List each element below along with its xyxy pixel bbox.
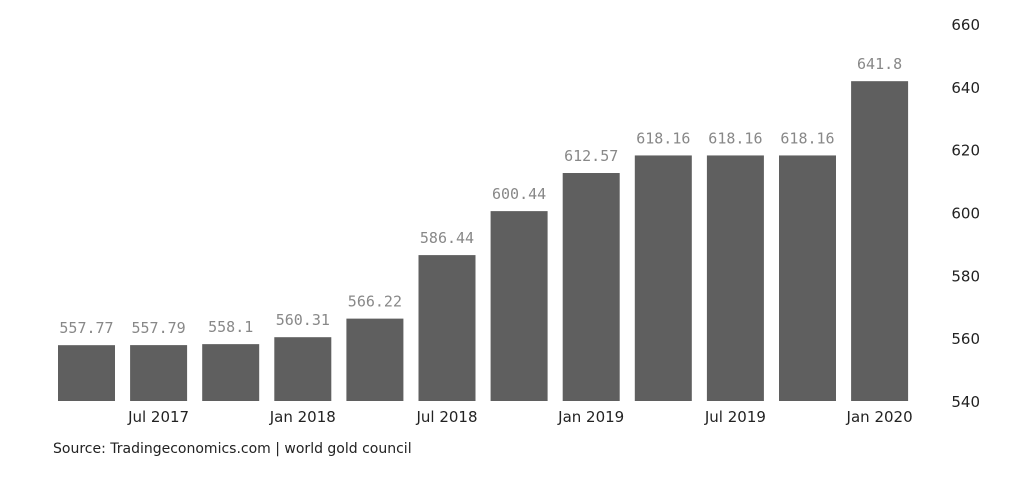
bar-value-label: 560.31: [276, 311, 330, 329]
bar-1: [58, 345, 115, 401]
bar-10: [706, 155, 764, 401]
bar-value-label: 558.1: [208, 318, 253, 336]
x-tick-label: Jul 2017: [127, 408, 189, 426]
bar-9: [634, 155, 692, 401]
y-tick-label: 540: [951, 393, 980, 411]
bars-group: [58, 81, 909, 401]
bar-value-label: 641.8: [857, 55, 902, 73]
x-axis: Jul 2017 Jan 2018 Jul 2018 Jan 2019 Jul 2019…: [127, 408, 913, 426]
bar-value-label: 612.57: [564, 147, 618, 165]
bar-2: [130, 345, 188, 401]
bar-12: [851, 81, 909, 401]
bar-value-label: 600.44: [492, 185, 546, 203]
bar-4: [274, 337, 332, 401]
bar-8: [562, 173, 620, 401]
bar-value-label: 618.16: [636, 129, 690, 147]
x-tick-label: Jan 2019: [557, 408, 624, 426]
bar-value-label: 557.77: [59, 319, 113, 337]
bar-value-label: 557.79: [132, 319, 186, 337]
bar-value-label: 618.16: [780, 129, 834, 147]
bar-5: [346, 318, 404, 401]
y-tick-label: 560: [951, 330, 980, 348]
y-tick-label: 620: [951, 142, 980, 160]
bar-3: [202, 344, 260, 401]
bar-11: [779, 155, 836, 401]
x-tick-label: Jul 2018: [415, 408, 477, 426]
x-tick-label: Jan 2018: [269, 408, 336, 426]
bar-value-label: 618.16: [708, 129, 762, 147]
x-tick-label: Jul 2019: [704, 408, 766, 426]
y-tick-label: 600: [951, 205, 980, 223]
bar-7: [490, 211, 548, 401]
bar-labels-group: 557.77 557.79 558.1 560.31 566.22 586.44 600.4…: [59, 55, 902, 337]
bar-value-label: 566.22: [348, 293, 402, 311]
y-axis: 540 560 580 600 620 640 660: [951, 16, 980, 411]
x-tick-label: Jan 2020: [846, 408, 913, 426]
y-tick-label: 640: [951, 79, 980, 97]
source-note: Source: Tradingeconomics.com | world gol…: [53, 441, 412, 457]
bar-chart: 557.77 557.79 558.1 560.31 566.22 586.44 600.4…: [58, 16, 980, 426]
bar-6: [418, 255, 476, 401]
bar-value-label: 586.44: [420, 229, 474, 247]
y-tick-label: 580: [951, 267, 980, 285]
y-tick-label: 660: [951, 16, 980, 34]
